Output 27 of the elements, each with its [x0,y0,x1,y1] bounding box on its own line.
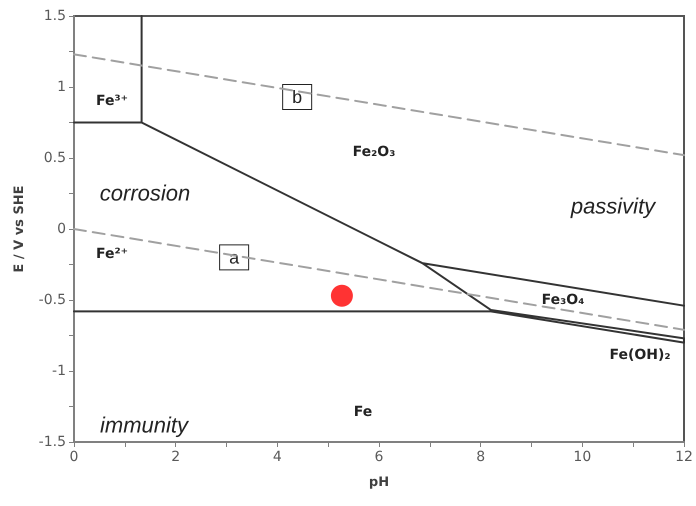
x-tick-label: 6 [374,449,384,465]
annotation: Fe [354,404,372,420]
annotation: immunity [100,412,190,438]
y-tick-label: -1.5 [38,434,66,450]
x-tick-label: 10 [573,449,592,465]
line-series [73,15,685,344]
annotation: Fe₂O₃ [352,144,396,160]
x-axis-title: pH [368,475,390,490]
annotation: Fe₃O₄ [542,292,584,308]
y-tick-label: -0.5 [38,292,66,308]
x-tick-label: 4 [272,449,282,465]
annotation: Fe(OH)₂ [609,347,671,363]
annotation: b [292,86,302,107]
annotation: corrosion [100,180,190,206]
y-tick-label: 0 [57,221,66,237]
y-tick-label: 0.5 [44,150,66,166]
annotation: passivity [570,194,658,218]
x-tick-label: 2 [171,449,180,465]
y-tick-label: 1.5 [44,8,66,24]
y-tick-label: 1 [57,79,66,95]
x-tick-label: 0 [70,449,78,465]
annotation: Fe³⁺ [96,93,128,109]
x-tick-label: 8 [476,449,486,465]
annotation: Fe²⁺ [96,246,128,262]
x-tick-label: 12 [675,449,693,465]
y-tick-label: -1 [52,363,66,379]
y-axis-title: E / V vs SHE [12,185,27,273]
